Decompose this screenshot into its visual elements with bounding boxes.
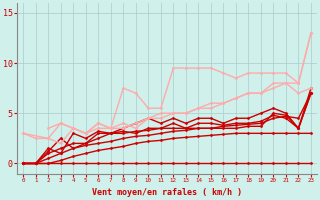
X-axis label: Vent moyen/en rafales ( km/h ): Vent moyen/en rafales ( km/h ): [92, 188, 242, 197]
